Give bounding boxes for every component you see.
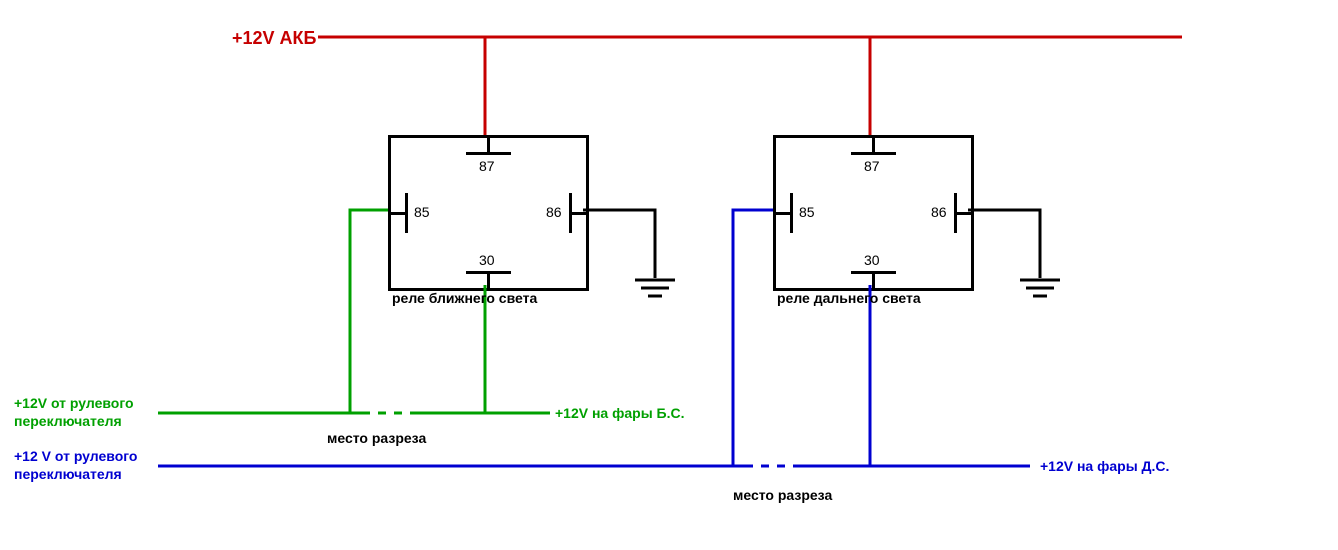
wire-blue-30 [793, 285, 870, 466]
label-blue-out: +12V на фары Д.С. [1040, 458, 1169, 474]
wire-ground-right [968, 210, 1040, 278]
label-green-in-l1: +12V от рулевого [14, 395, 134, 411]
label-supply: +12V АКБ [232, 28, 316, 49]
label-relay-right: реле дальнего света [777, 290, 921, 306]
label-cut-right: место разреза [733, 487, 832, 503]
label-green-in-l2: переключателя [14, 413, 122, 429]
wire-green-coil [350, 210, 388, 413]
wire-ground-left [583, 210, 655, 278]
label-relay-left: реле ближнего света [392, 290, 537, 306]
ground-symbol-left [635, 280, 675, 296]
label-blue-in-l2: переключателя [14, 466, 122, 482]
label-cut-left: место разреза [327, 430, 426, 446]
label-green-out: +12V на фары Б.С. [555, 405, 685, 421]
wire-blue-coil [733, 210, 773, 466]
ground-symbol-right [1020, 280, 1060, 296]
label-blue-in-l1: +12 V от рулевого [14, 448, 137, 464]
